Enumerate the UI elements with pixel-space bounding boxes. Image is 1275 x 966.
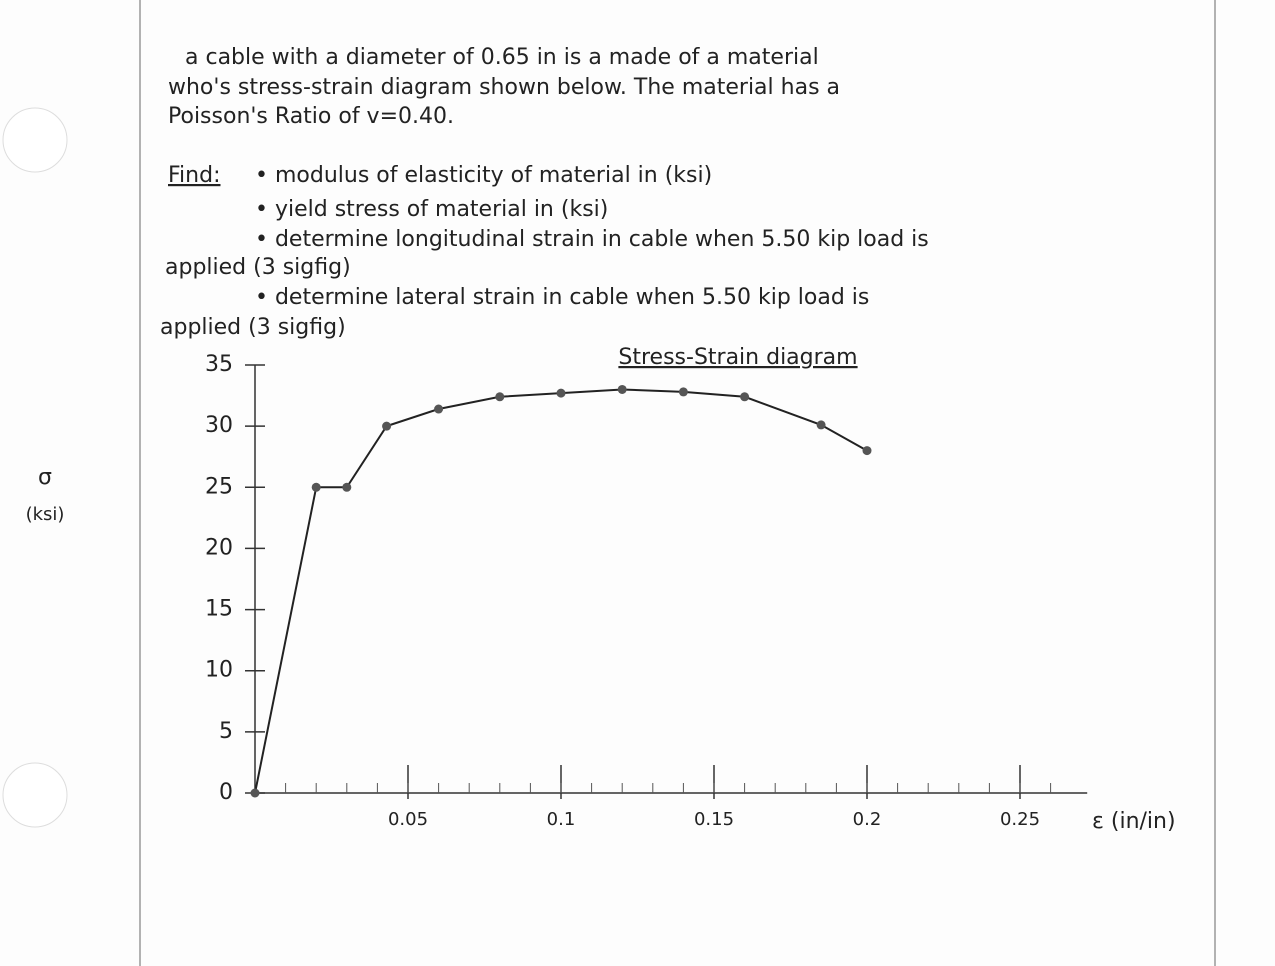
statement-line: Poisson's Ratio of v=0.40. [168,104,454,129]
x-axis-label: ε (in/in) [1092,809,1176,834]
data-point [382,421,392,431]
statement-line: who's stress-strain diagram shown below.… [168,75,840,100]
data-point [678,387,688,397]
y-tick-label: 35 [205,352,233,377]
y-tick-label: 10 [205,658,233,683]
find-line: applied (3 sigfig) [160,315,346,340]
y-tick-label: 20 [205,535,233,560]
data-point [556,388,566,398]
data-point [740,392,750,402]
x-tick-label: 0.1 [547,809,576,830]
find-label: Find: [168,163,221,188]
y-tick-label: 5 [219,719,233,744]
x-tick-label: 0.25 [1000,809,1040,830]
data-point [342,482,352,492]
data-point [862,446,872,456]
data-point [434,404,444,414]
data-point [495,392,505,402]
punch-hole [2,107,68,173]
data-point [250,788,260,798]
y-tick-label: 30 [205,413,233,438]
y-tick-label: 15 [205,597,233,622]
data-point [816,420,826,430]
chart-title: Stress-Strain diagram [618,345,857,370]
x-tick-label: 0.2 [853,809,882,830]
y-tick-label: 25 [205,474,233,499]
find-line: • determine lateral strain in cable when… [255,285,869,310]
find-line: • yield stress of material in (ksi) [255,197,608,222]
y-tick-label: 0 [219,780,233,805]
find-line: applied (3 sigfig) [165,255,351,280]
statement-line: a cable with a diameter of 0.65 in is a … [185,45,819,70]
y-axis-unit: (ksi) [26,504,65,525]
curve [254,388,868,794]
x-tick-label: 0.05 [388,809,428,830]
punch-hole [2,762,68,828]
data-point [617,384,627,394]
x-tick-label: 0.15 [694,809,734,830]
find-line: • determine longitudinal strain in cable… [255,227,929,252]
data-point [311,482,321,492]
y-axis-label: σ [38,465,52,490]
find-line: • modulus of elasticity of material in (… [255,163,712,188]
